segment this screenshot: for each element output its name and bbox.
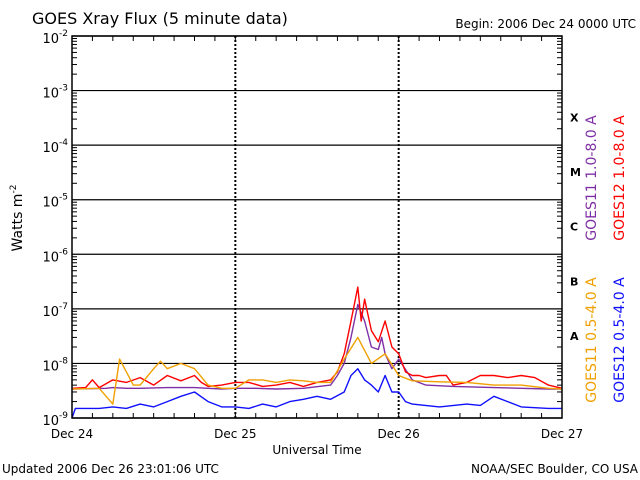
y-tick-label: 10-9 (42, 411, 68, 429)
x-tick-label: Dec 25 (214, 427, 256, 441)
y-tick-label: 10-3 (42, 84, 68, 102)
begin-label: Begin: 2006 Dec 24 0000 UTC (455, 17, 636, 31)
legend-entry: GOES12 0.5-4.0 A (612, 277, 628, 403)
legend-label: GOES12 0.5-4.0 A (612, 277, 628, 403)
x-tick-label: Dec 27 (541, 427, 583, 441)
y-tick-label: 10-2 (42, 29, 68, 47)
flare-class-a: A (570, 330, 579, 343)
updated-text: Updated 2006 Dec 26 23:01:06 UTC (2, 462, 219, 476)
legend-label: GOES11 0.5-4.0 A (584, 277, 600, 403)
chart-title: GOES Xray Flux (5 minute data) (32, 9, 288, 28)
y-tick-label: 10-7 (42, 302, 68, 320)
legend-label: GOES12 1.0-8.0 A (612, 115, 628, 241)
flare-class-x: X (570, 112, 579, 125)
flare-class-c: C (570, 221, 578, 234)
y-tick-label: 10-6 (42, 247, 68, 265)
y-tick-label: 10-8 (42, 356, 68, 374)
y-axis-label-exp: -2 (9, 185, 19, 194)
legend: GOES11 1.0-8.0 A GOES12 1.0-8.0 A GOES11 0… (584, 115, 628, 403)
svg-text:Watts m-2: Watts m-2 (9, 185, 26, 252)
y-axis-label: Watts m-2 (9, 185, 26, 252)
y-axis-label-main: Watts m (10, 194, 26, 252)
legend-label: GOES11 1.0-8.0 A (584, 115, 600, 241)
data-series (71, 286, 563, 419)
grid (72, 35, 562, 419)
y-tick-label: 10-4 (42, 138, 68, 156)
legend-entry: GOES11 0.5-4.0 A (584, 277, 600, 403)
series-line-2 (71, 286, 563, 389)
y-tick-label: 10-5 (42, 193, 68, 211)
plot-frame (71, 35, 563, 419)
flare-class-b: B (570, 275, 578, 288)
flare-class-m: M (570, 166, 581, 179)
legend-entry: GOES11 1.0-8.0 A (584, 115, 600, 241)
credit-text: NOAA/SEC Boulder, CO USA (471, 462, 639, 476)
flare-class-labels: X M C B A (570, 112, 581, 343)
x-tick-label: Dec 26 (378, 427, 420, 441)
x-axis-label: Universal Time (272, 443, 361, 457)
series-line-1 (71, 303, 562, 390)
series-line-3 (71, 336, 563, 405)
legend-entry: GOES12 1.0-8.0 A (612, 115, 628, 241)
x-tick-label: Dec 24 (51, 427, 93, 441)
series-line-4 (71, 368, 562, 419)
